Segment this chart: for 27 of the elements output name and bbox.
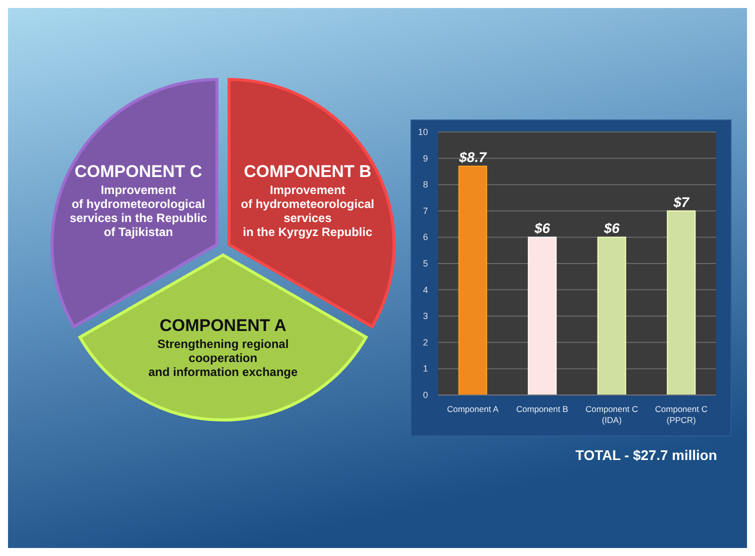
bar — [458, 166, 488, 396]
data-label: $7 — [672, 194, 690, 210]
x-tick-label: Component B — [516, 404, 569, 414]
y-tick-label: 8 — [422, 180, 428, 190]
y-tick-label: 4 — [422, 284, 428, 295]
bar — [666, 210, 696, 396]
text: TOTAL - $27.7 million — [575, 447, 717, 463]
y-tick-label: 10 — [418, 127, 428, 137]
data-label: $6 — [533, 220, 550, 236]
data-label: $6 — [602, 220, 620, 236]
y-tick-label: 7 — [422, 206, 428, 216]
bar — [597, 236, 626, 396]
y-tick-label: 6 — [422, 232, 428, 242]
data-label: $8.7 — [458, 149, 488, 166]
x-tick-label: Component C (IDA) — [586, 404, 638, 425]
y-tick-label: 5 — [422, 258, 428, 268]
y-tick-label: 0 — [422, 390, 428, 400]
y-tick-label: 3 — [422, 311, 428, 322]
y-tick-label: 2 — [422, 337, 428, 348]
y-tick-label: 9 — [422, 153, 428, 164]
x-tick-label: Component C (PPCR) — [655, 404, 708, 425]
slice-label: COMPONENT B Improvement of hydrometeorological services in the Kyrgyz Republic — [240, 162, 374, 240]
slice-label: COMPONENT C Improvement of hydrometeorological services in the Republic of Tajikistan — [70, 162, 208, 240]
y-tick-label: 1 — [422, 364, 428, 374]
x-tick-label: Component A — [446, 404, 499, 414]
slice-label: COMPONENT A Strengthening regional cooperation and information exchange — [148, 316, 298, 379]
bar — [528, 236, 557, 396]
